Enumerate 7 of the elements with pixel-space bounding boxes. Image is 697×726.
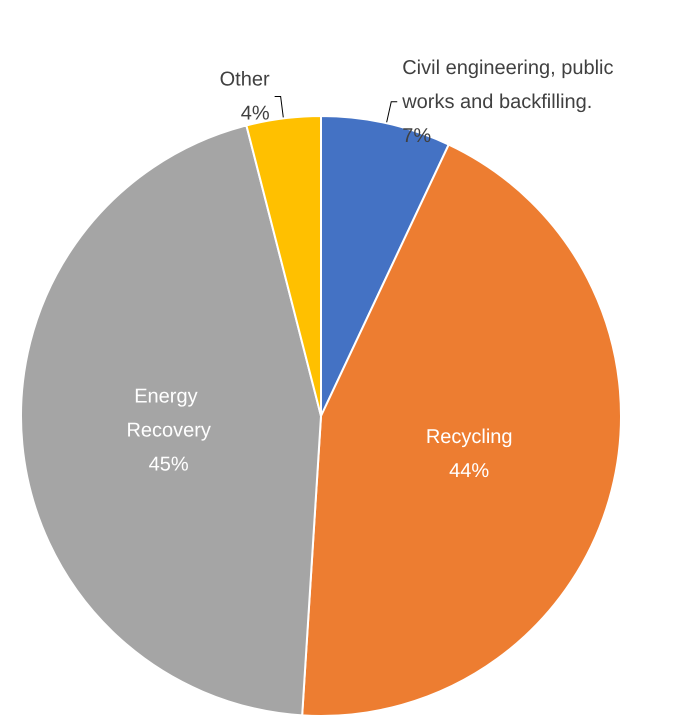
slice-label: Other — [220, 68, 270, 91]
data-label: 45% — [148, 453, 189, 476]
slice-label: Energy Recovery — [126, 385, 211, 442]
data-label: 44% — [449, 460, 490, 482]
slice-label: Recycling — [426, 426, 513, 448]
slice-label: Civil engineering, public works and backfilling. — [401, 56, 620, 113]
data-label: 4% — [240, 102, 270, 125]
